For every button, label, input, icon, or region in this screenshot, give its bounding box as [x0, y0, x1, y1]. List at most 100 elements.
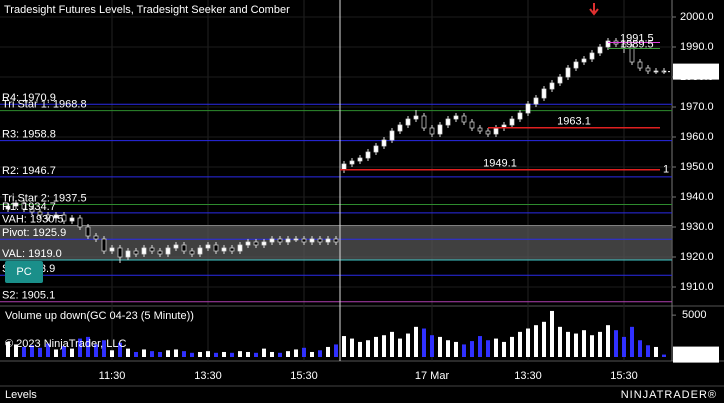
signal-arrow [589, 3, 599, 16]
candle-body [437, 124, 443, 135]
volume-bar [198, 351, 202, 357]
volume-bar [590, 335, 594, 357]
volume-bar [150, 351, 154, 357]
candle-body [509, 118, 515, 126]
candle-body [605, 40, 611, 48]
y-tick-label: 1970.0 [680, 101, 714, 113]
volume-bar [374, 336, 378, 357]
volume-bar [534, 325, 538, 357]
candle-body [349, 160, 355, 165]
volume-bar [446, 340, 450, 357]
volume-bar [166, 350, 170, 357]
level-label: R4: 1970.9 [2, 92, 56, 104]
badge[interactable]: PC [16, 266, 31, 278]
candle-body [141, 247, 147, 255]
level-label: Pivot: 1925.9 [2, 227, 66, 239]
candle-body [309, 238, 315, 243]
x-tick-label: 13:30 [514, 370, 542, 382]
volume-bar [286, 351, 290, 357]
candle-body [365, 151, 371, 159]
volume-bar [438, 336, 442, 357]
volume-bar [358, 341, 362, 357]
candle-body [389, 130, 395, 141]
candle-body [29, 208, 35, 213]
x-tick-label: 15:30 [290, 370, 318, 382]
candle-body [629, 46, 635, 63]
candle-body [653, 70, 659, 73]
volume-bar [510, 336, 514, 357]
candle-body [69, 217, 75, 222]
candle-body [381, 139, 387, 147]
volume-bar [262, 348, 266, 357]
candle-body [45, 214, 51, 219]
y-tick-label: 1910.0 [680, 281, 714, 293]
level-label: R3: 1958.8 [2, 129, 56, 141]
x-tick-label: 11:30 [99, 370, 126, 382]
level-label: Tri Star 2: 1937.5 [2, 192, 87, 204]
volume-bar [326, 346, 330, 357]
volume-bar [422, 328, 426, 357]
volume-bar [94, 344, 98, 357]
high-label: 1991.5 [620, 32, 654, 44]
volume-bar [190, 352, 194, 357]
volume-bar [214, 352, 218, 357]
level-label: R2: 1946.7 [2, 165, 56, 177]
volume-bar [70, 348, 74, 357]
volume-bar [142, 349, 146, 357]
volume-bar [582, 330, 586, 357]
volume-bar [382, 335, 386, 357]
level-label: VAH: 1930.5 [2, 213, 64, 225]
volume-bar [646, 345, 650, 357]
candle-body [621, 43, 627, 48]
candle-body [77, 217, 83, 228]
volume-bar [310, 351, 314, 357]
y-tick-label: 1940.0 [680, 191, 714, 203]
x-tick-label: 13:30 [194, 370, 222, 382]
candle-body [133, 250, 139, 255]
volume-bar [470, 341, 474, 357]
candle-body [581, 58, 587, 63]
candle-body [485, 130, 491, 135]
volume-bar [254, 352, 258, 357]
candle-body [589, 52, 595, 60]
candle-body [445, 118, 451, 126]
candle-body [101, 238, 107, 252]
volume-bar [654, 346, 658, 357]
candle-body [109, 247, 115, 252]
candle-body [261, 241, 267, 246]
candle-body [93, 235, 99, 240]
candle-body [645, 67, 651, 72]
candle-body [325, 238, 331, 243]
badge-bg[interactable] [5, 261, 43, 283]
target-tag: 1 [663, 164, 669, 176]
candle-body [53, 214, 59, 219]
candle-body [125, 250, 131, 258]
candle-body [317, 238, 323, 243]
volume-bar [86, 336, 90, 357]
volume-bar [38, 347, 42, 357]
volume-bar [14, 344, 18, 357]
volume-bar [398, 338, 402, 357]
volume-bar [46, 343, 50, 357]
candle-body [181, 244, 187, 252]
level-label: R1: 1934.7 [2, 201, 56, 213]
volume-bar [638, 340, 642, 357]
candle-body [21, 202, 27, 210]
candle-body [197, 247, 203, 255]
candle-body [285, 238, 291, 243]
level-label: VAL: 1919.0 [2, 248, 62, 260]
chart-title: Tradesight Futures Levels, Tradesight Se… [4, 4, 290, 16]
candle-body [269, 238, 275, 243]
volume-bar [606, 325, 610, 357]
volume-bar [542, 321, 546, 357]
volume-bar [494, 338, 498, 357]
volume-bar [574, 333, 578, 357]
tab[interactable]: Levels [5, 389, 37, 401]
candle-body [61, 214, 67, 222]
candle-body [397, 124, 403, 132]
volume-bar [158, 351, 162, 357]
copyright: © 2023 NinjaTrader, LLC [5, 338, 126, 350]
volume-bar [6, 341, 10, 357]
y-tick-label: 1990.0 [680, 41, 714, 53]
